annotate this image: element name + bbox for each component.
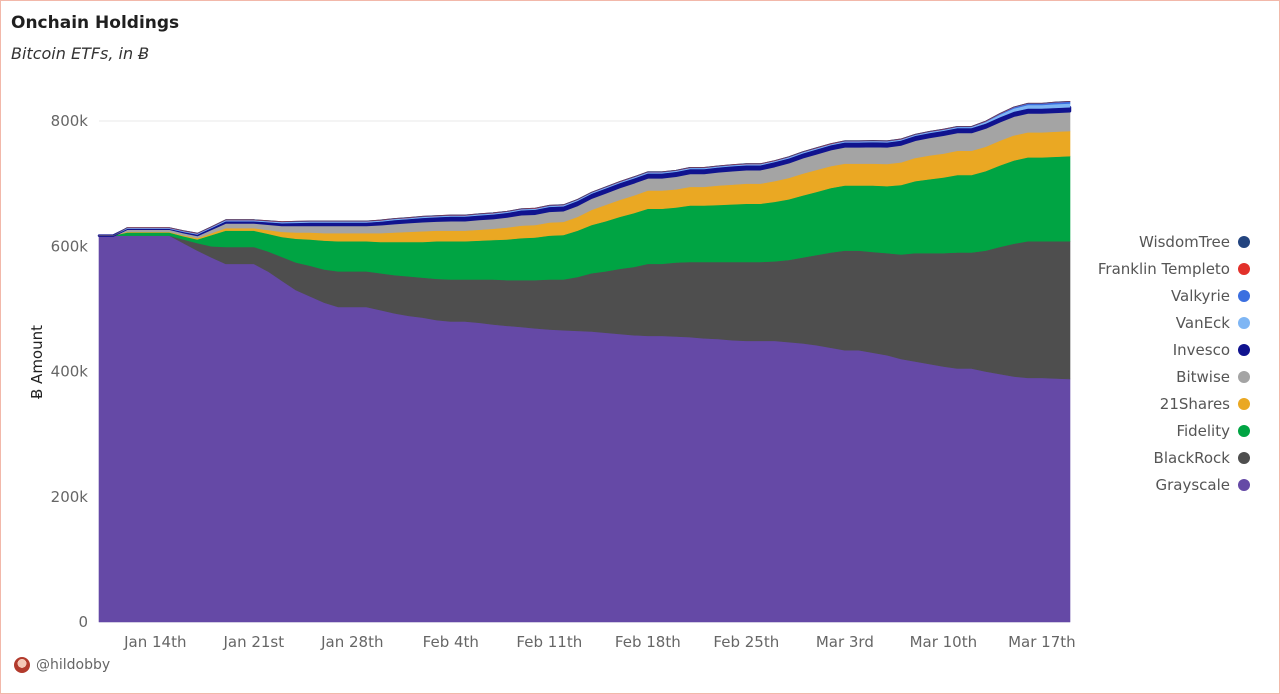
x-tick-label: Jan 21st	[222, 633, 284, 651]
y-tick-label: 0	[78, 613, 88, 631]
legend: WisdomTree Franklin Templeto Valkyrie VanEc…	[1098, 228, 1250, 499]
y-tick-label: 600k	[51, 237, 89, 255]
area-wisdomtree	[98, 101, 1071, 236]
legend-label: 21Shares	[1159, 395, 1230, 414]
legend-label: Bitwise	[1176, 368, 1230, 387]
x-tick-label: Mar 17th	[1008, 633, 1076, 651]
legend-swatch	[1238, 343, 1250, 356]
legend-swatch	[1238, 398, 1250, 411]
legend-label: VanEck	[1175, 313, 1230, 332]
legend-label: WisdomTree	[1138, 232, 1230, 251]
x-tick-label: Feb 18th	[615, 633, 681, 651]
legend-swatch	[1238, 371, 1250, 384]
legend-item-blackrock[interactable]: BlackRock	[1098, 445, 1250, 472]
x-axis: Jan 14th Jan 21st Jan 28th Feb 4th Feb 11th F…	[123, 633, 1076, 651]
legend-item-invesco[interactable]: Invesco	[1098, 336, 1250, 363]
legend-swatch	[1238, 235, 1250, 248]
legend-label: Grayscale	[1155, 476, 1230, 495]
y-tick-label: 400k	[51, 363, 89, 381]
legend-item-grayscale[interactable]: Grayscale	[1098, 472, 1250, 499]
author-avatar	[14, 657, 30, 673]
legend-swatch	[1238, 316, 1250, 329]
legend-swatch	[1238, 289, 1250, 302]
y-tick-label: 800k	[51, 112, 89, 130]
legend-label: Valkyrie	[1170, 286, 1230, 305]
legend-swatch	[1238, 452, 1250, 465]
x-tick-label: Jan 28th	[320, 633, 383, 651]
legend-item-bitwise[interactable]: Bitwise	[1098, 363, 1250, 390]
chart-subtitle: Bitcoin ETFs, in Ƀ	[11, 44, 150, 63]
x-tick-label: Feb 11th	[516, 633, 582, 651]
y-tick-label: 200k	[51, 488, 89, 506]
author-handle[interactable]: @hildobby	[36, 657, 111, 673]
legend-label: Fidelity	[1176, 422, 1230, 441]
legend-item-valkyrie[interactable]: Valkyrie	[1098, 282, 1250, 309]
legend-label: Invesco	[1172, 340, 1230, 359]
x-tick-label: Feb 4th	[423, 633, 479, 651]
x-tick-label: Mar 10th	[910, 633, 978, 651]
legend-item-franklin-templeto[interactable]: Franklin Templeto	[1098, 255, 1250, 282]
legend-swatch	[1238, 262, 1250, 275]
x-tick-label: Jan 14th	[123, 633, 186, 651]
legend-swatch	[1238, 425, 1250, 438]
area-series	[97, 101, 1072, 623]
legend-label: BlackRock	[1153, 449, 1230, 468]
y-axis: 0 200k 400k 600k 800k	[51, 112, 89, 631]
legend-swatch	[1238, 479, 1250, 492]
x-tick-label: Feb 25th	[713, 633, 779, 651]
x-tick-label: Mar 3rd	[816, 633, 874, 651]
legend-item-21shares[interactable]: 21Shares	[1098, 391, 1250, 418]
footer: @hildobby	[14, 657, 110, 673]
y-axis-label: Ƀ Amount	[28, 325, 46, 399]
legend-item-fidelity[interactable]: Fidelity	[1098, 418, 1250, 445]
chart-title: Onchain Holdings	[11, 13, 180, 33]
legend-item-wisdomtree[interactable]: WisdomTree	[1098, 228, 1250, 255]
legend-label: Franklin Templeto	[1097, 259, 1230, 278]
legend-item-vaneck[interactable]: VanEck	[1098, 309, 1250, 336]
